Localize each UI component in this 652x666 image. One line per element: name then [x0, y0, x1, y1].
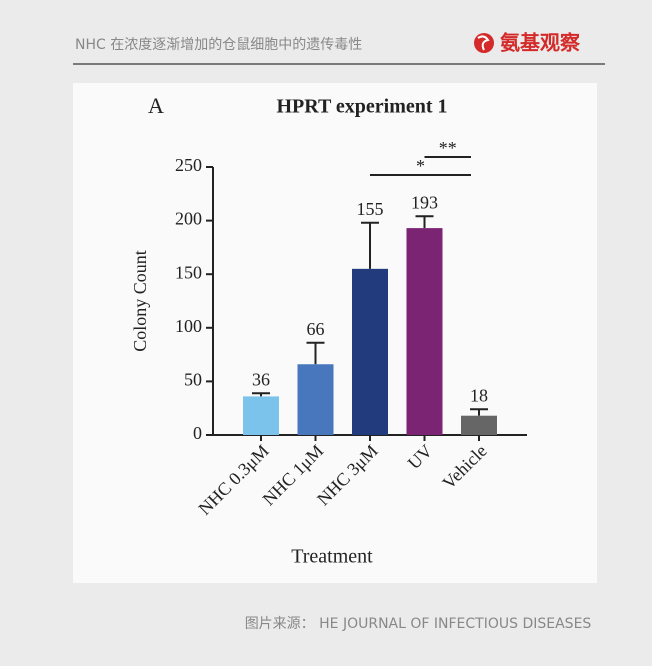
- data-label: 193: [411, 192, 438, 212]
- source-caption: 图片来源： HE JOURNAL OF INFECTIOUS DISEASES: [245, 616, 592, 632]
- y-tick-label: 50: [184, 370, 202, 390]
- logo-text: 氨基观察: [500, 31, 581, 55]
- bar: [352, 268, 388, 435]
- data-label: 36: [252, 369, 270, 389]
- y-tick-label: 250: [175, 155, 202, 175]
- y-tick-label: 0: [193, 423, 202, 443]
- y-tick-label: 150: [175, 262, 202, 282]
- chart-title: HPRT experiment 1: [276, 96, 447, 118]
- y-tick-label: 100: [175, 316, 202, 336]
- chart-panel: [73, 83, 597, 583]
- significance-label: *: [416, 156, 425, 176]
- x-axis-label: Treatment: [291, 546, 373, 568]
- panel-label: A: [148, 93, 164, 118]
- header-title: NHC 在浓度逐渐增加的仓鼠细胞中的遗传毒性: [75, 37, 362, 53]
- data-label: 155: [357, 199, 384, 219]
- bar: [406, 228, 443, 435]
- significance-label: **: [439, 138, 457, 158]
- data-label: 66: [307, 319, 325, 339]
- bar: [243, 396, 279, 435]
- bar: [461, 415, 497, 435]
- logo-mark: [477, 35, 490, 51]
- y-axis-label: Colony Count: [130, 250, 150, 352]
- y-tick-label: 200: [175, 209, 202, 229]
- data-label: 18: [470, 385, 488, 405]
- bar: [297, 364, 334, 435]
